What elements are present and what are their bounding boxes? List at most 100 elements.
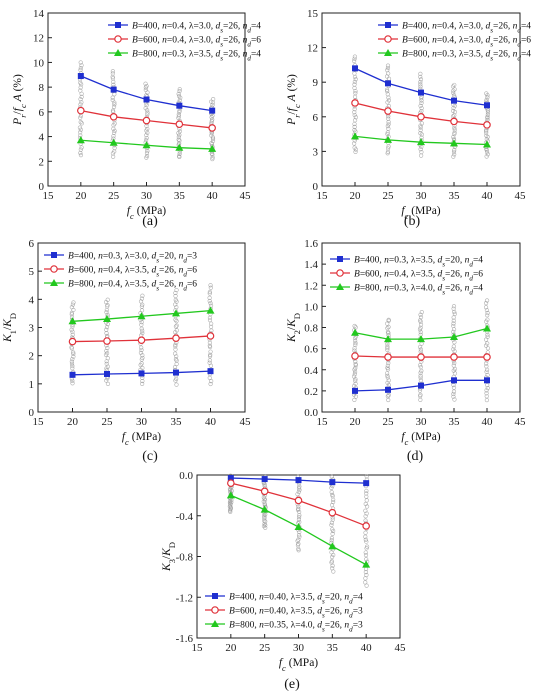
legend-marker <box>384 49 392 56</box>
background-point <box>485 386 490 391</box>
background-point <box>78 150 83 156</box>
background-point <box>144 84 149 89</box>
y-tick-label: 0 <box>39 181 45 193</box>
background-point <box>176 93 182 99</box>
series-point-1 <box>175 120 184 129</box>
x-tick-label: 45 <box>240 190 252 202</box>
x-tick-label: 45 <box>515 190 527 202</box>
background-point <box>484 154 489 159</box>
y-tick-label: 3 <box>29 323 35 335</box>
background-point <box>418 375 423 380</box>
series-point-0 <box>173 369 179 376</box>
series-point-0 <box>352 387 358 394</box>
background-point <box>485 383 490 388</box>
background-point <box>296 506 301 511</box>
background-point <box>352 85 357 91</box>
x-tick-label: 15 <box>43 190 55 202</box>
background-point <box>329 474 334 479</box>
background-point <box>208 349 213 354</box>
x-axis-label: fc (MPa) <box>122 431 161 447</box>
series-point-2 <box>450 333 458 341</box>
background-point <box>71 350 76 355</box>
background-point <box>104 348 109 354</box>
background-point <box>351 374 357 379</box>
y-axis-label: Pr/fc A (%) <box>286 74 302 126</box>
background-point <box>485 110 491 115</box>
background-point <box>262 521 267 526</box>
series-point-0 <box>484 377 490 384</box>
y-tick-label: -0.8 <box>176 552 194 564</box>
background-point <box>143 87 148 93</box>
legend-marker <box>211 620 219 627</box>
background-point <box>353 341 358 346</box>
series-point-1 <box>260 487 269 496</box>
background-point <box>485 114 490 119</box>
background-point <box>177 151 182 156</box>
x-tick-label: 30 <box>136 416 148 428</box>
legend-entry: B=400, n=0.3, λ=3.5, ds=20, nd=4 <box>354 256 483 269</box>
y-tick-label: -1.6 <box>176 633 194 645</box>
background-point <box>419 153 424 158</box>
y-axis-label: Pr/fc A (%) <box>12 74 28 126</box>
background-point <box>419 100 424 106</box>
background-point <box>451 363 456 368</box>
background-point <box>418 322 424 327</box>
background-point <box>484 388 489 393</box>
background-point <box>78 60 83 65</box>
background-point <box>364 572 369 578</box>
background-point <box>140 293 145 298</box>
series-point-0 <box>451 377 457 384</box>
background-point <box>485 332 490 337</box>
background-point <box>145 110 150 115</box>
background-point <box>418 84 423 89</box>
chart-panel-b: 15 20 25 30 35 40 45 0 3 6 9 12 15 fc (MPa) Pr/fc A (%… <box>286 8 531 229</box>
background-point <box>229 500 234 505</box>
background-point <box>352 383 357 389</box>
background-point <box>386 76 392 81</box>
background-point <box>174 305 179 310</box>
series-point-0 <box>209 107 216 114</box>
series-point-0 <box>363 480 370 487</box>
background-point <box>384 87 390 92</box>
background-point <box>363 552 369 558</box>
background-point <box>296 515 302 520</box>
background-point <box>451 344 456 349</box>
background-point <box>112 128 117 134</box>
background-point <box>145 126 150 132</box>
background-point <box>418 77 424 82</box>
chart-panel-d: 15 20 25 30 35 40 45 0.0 0.2 0.4 0.6 0.8 1.0 1.2 1.4 1.… <box>286 238 526 464</box>
background-point <box>207 295 212 300</box>
background-point <box>174 323 179 328</box>
background-point <box>78 67 83 73</box>
background-point <box>451 149 457 155</box>
background-point <box>70 302 76 307</box>
background-point <box>140 331 145 336</box>
background-point <box>173 293 178 299</box>
background-point <box>209 99 214 104</box>
series-point-2 <box>68 317 77 325</box>
background-point <box>385 394 390 399</box>
background-point <box>363 550 368 555</box>
series-point-1 <box>137 336 146 344</box>
series-point-0 <box>207 368 214 375</box>
background-point <box>363 576 368 581</box>
x-tick-label: 25 <box>102 416 114 428</box>
series-point-1 <box>109 113 118 121</box>
background-point <box>110 71 115 76</box>
y-axis-label: K3/KD <box>161 542 177 572</box>
background-point <box>451 318 456 323</box>
series-point-0 <box>143 96 150 103</box>
x-tick-label: 30 <box>293 642 305 654</box>
x-tick-label: 30 <box>416 416 428 428</box>
background-point <box>331 497 336 502</box>
background-point <box>177 108 182 113</box>
background-point <box>173 342 178 347</box>
legend-entry: B=800, n=0.3, λ=4.0, ds=26, nd=4 <box>354 284 483 297</box>
background-point <box>452 132 457 137</box>
series-point-1 <box>450 353 458 361</box>
x-tick-label: 20 <box>350 190 362 202</box>
background-point <box>418 131 423 136</box>
background-point <box>207 358 212 363</box>
background-point <box>451 321 456 326</box>
background-point <box>485 134 490 140</box>
